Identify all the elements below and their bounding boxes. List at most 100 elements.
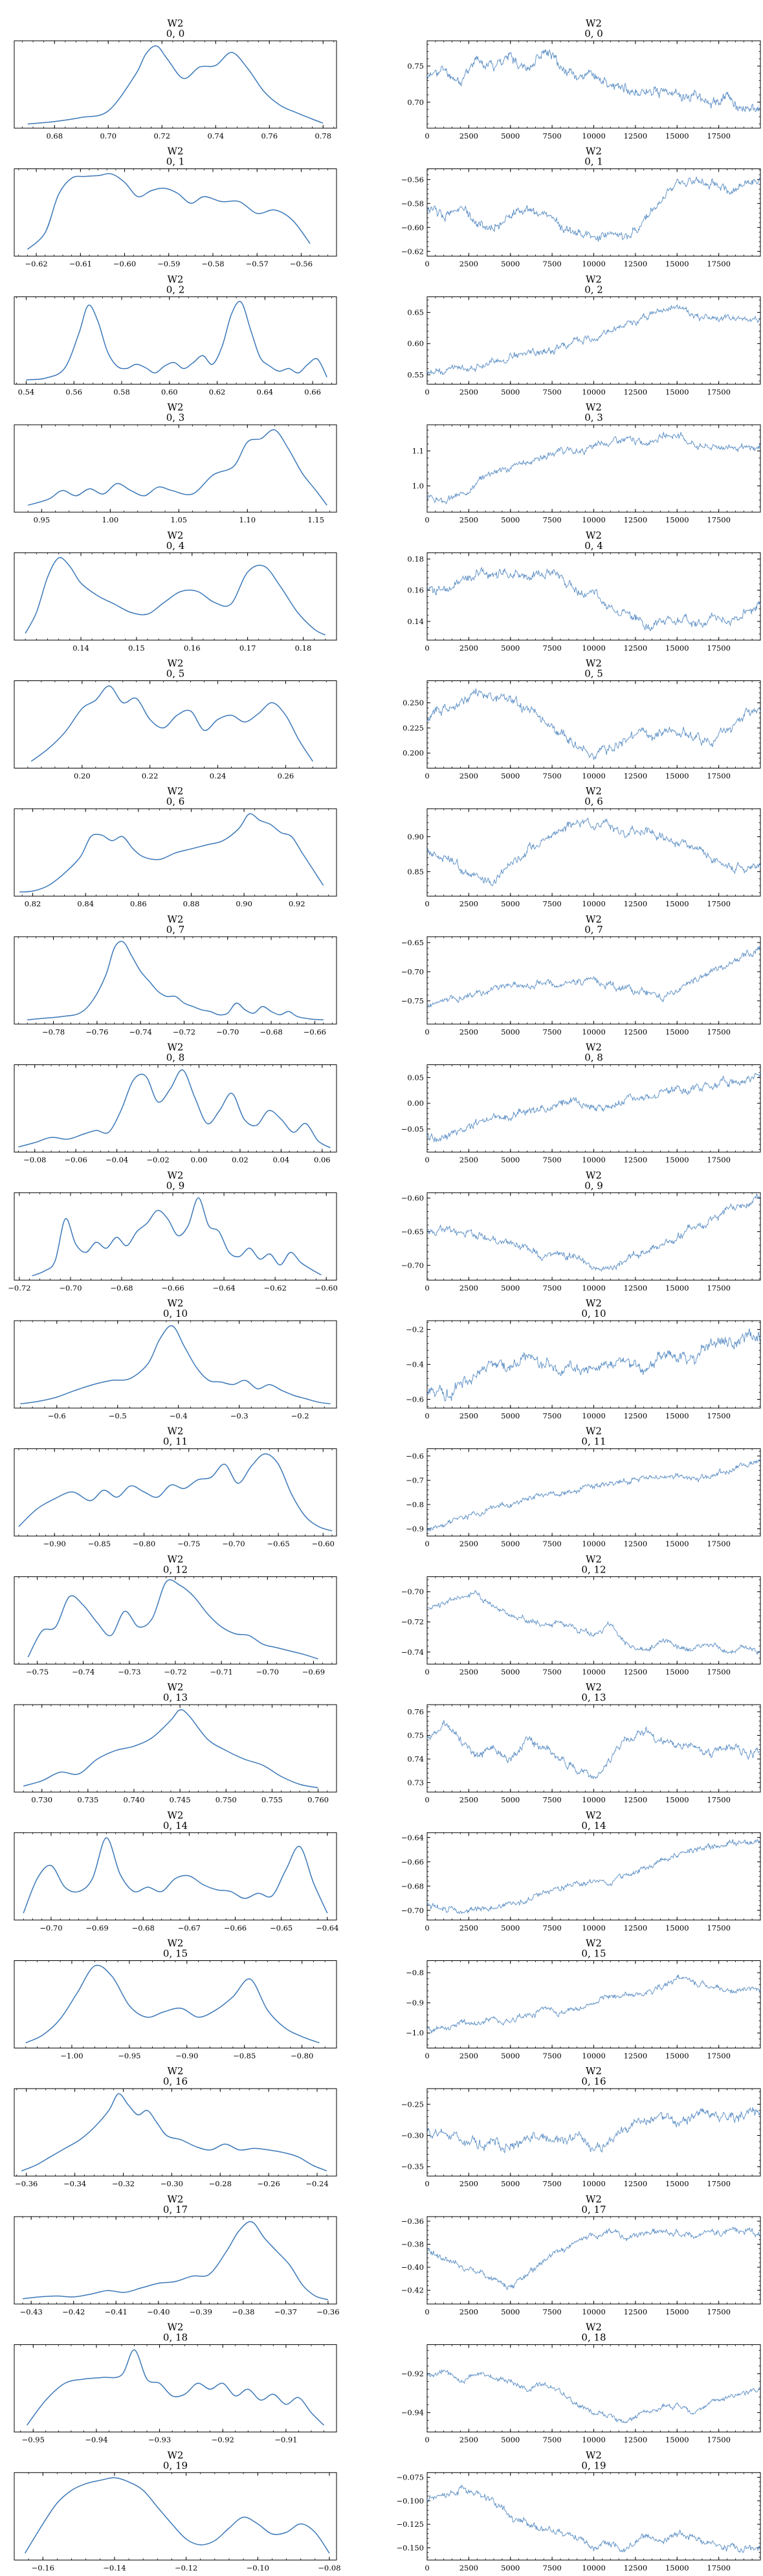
x-tick-label: 0 bbox=[425, 131, 429, 140]
panel-trace-9: W20, 4 0 2500 5000 7500 10000 12500 15000 17500 0… bbox=[407, 530, 761, 653]
x-tick-label: 15000 bbox=[665, 644, 689, 653]
y-tick-label: 0.75 bbox=[407, 1731, 424, 1740]
y-tick-label: −0.60 bbox=[401, 223, 424, 232]
x-tick-label: −0.08 bbox=[23, 1156, 46, 1165]
x-tick-label: −0.62 bbox=[25, 260, 47, 269]
x-tick-label: 0 bbox=[425, 1283, 429, 1292]
axes-frame bbox=[14, 1064, 337, 1153]
trace-line bbox=[426, 304, 761, 375]
panel-subtitle: 0, 12 bbox=[581, 1563, 606, 1575]
x-tick-label: −0.60 bbox=[312, 1540, 335, 1549]
x-tick-label: 0 bbox=[425, 2436, 429, 2445]
x-tick-label: 10000 bbox=[582, 387, 606, 396]
y-tick-label: −0.125 bbox=[396, 2520, 424, 2529]
y-tick-label: −0.8 bbox=[406, 1500, 424, 1509]
panel-subtitle: 0, 16 bbox=[163, 2076, 188, 2087]
x-tick-label: 0.66 bbox=[304, 387, 321, 396]
x-tick-label: −0.68 bbox=[110, 1283, 133, 1292]
y-tick-label: −0.7 bbox=[406, 1475, 424, 1484]
x-tick-label: 0.17 bbox=[239, 644, 256, 653]
x-tick-label: 0.760 bbox=[307, 1795, 329, 1804]
y-tick-label: 0.74 bbox=[407, 1754, 424, 1764]
x-tick-label: 10000 bbox=[582, 1795, 606, 1804]
panel-subtitle: 0, 8 bbox=[166, 1052, 185, 1064]
x-tick-label: −0.74 bbox=[72, 1667, 94, 1676]
panel-trace-17: W20, 8 0 2500 5000 7500 10000 12500 15000 17500 −… bbox=[401, 1042, 761, 1165]
x-tick-label: 0 bbox=[425, 899, 429, 908]
axes-frame bbox=[14, 1704, 337, 1793]
panel-subtitle: 0, 11 bbox=[581, 1436, 606, 1448]
trace-line bbox=[426, 1328, 761, 1402]
panel-subtitle: 0, 18 bbox=[581, 2332, 606, 2344]
panel-trace-33: W20, 16 0 2500 5000 7500 10000 12500 15000 17500… bbox=[401, 2065, 761, 2188]
x-tick-label: 7500 bbox=[542, 1923, 561, 1932]
x-tick-label: 2500 bbox=[459, 1923, 478, 1932]
x-tick-label: 2500 bbox=[459, 2563, 478, 2572]
x-tick-label: 0.92 bbox=[289, 899, 305, 908]
x-tick-label: 0.04 bbox=[273, 1156, 290, 1165]
y-tick-label: −0.94 bbox=[401, 2408, 424, 2417]
x-tick-label: 12500 bbox=[624, 1283, 648, 1292]
x-tick-label: 12500 bbox=[624, 260, 648, 269]
panel-subtitle: 0, 19 bbox=[163, 2459, 188, 2471]
density-line bbox=[23, 1709, 318, 1789]
x-tick-label: 2500 bbox=[459, 1540, 478, 1549]
panel-title: W2 bbox=[586, 1426, 602, 1437]
x-tick-label: 2500 bbox=[459, 1283, 478, 1292]
x-tick-label: 2500 bbox=[459, 2307, 478, 2316]
y-tick-label: −0.70 bbox=[401, 1260, 424, 1270]
x-tick-label: 12500 bbox=[624, 1540, 648, 1549]
x-tick-label: −0.12 bbox=[175, 2563, 197, 2572]
y-tick-label: −0.70 bbox=[401, 1587, 424, 1596]
x-tick-label: −0.43 bbox=[20, 2307, 43, 2316]
y-tick-label: 0.70 bbox=[407, 98, 424, 107]
y-tick-label: −0.9 bbox=[406, 1999, 424, 2008]
x-tick-label: −0.06 bbox=[65, 1156, 87, 1165]
x-tick-label: 0 bbox=[425, 515, 429, 524]
trace-line bbox=[426, 2107, 761, 2154]
x-tick-label: 0.64 bbox=[257, 387, 274, 396]
panel-subtitle: 0, 8 bbox=[584, 1052, 603, 1064]
panel-title: W2 bbox=[586, 2322, 602, 2333]
x-tick-label: −0.14 bbox=[103, 2563, 126, 2572]
x-tick-label: −0.65 bbox=[270, 1923, 293, 1932]
x-tick-label: −0.60 bbox=[315, 1283, 338, 1292]
y-tick-label: 1.0 bbox=[412, 482, 424, 491]
x-tick-label: 7500 bbox=[542, 772, 561, 781]
panel-subtitle: 0, 3 bbox=[584, 412, 603, 423]
x-tick-label: 0.60 bbox=[161, 387, 178, 396]
x-tick-label: 10000 bbox=[582, 515, 606, 524]
density-line bbox=[27, 173, 311, 250]
x-tick-label: 15000 bbox=[665, 1923, 689, 1932]
x-tick-label: 12500 bbox=[624, 1156, 648, 1165]
x-tick-label: 5000 bbox=[501, 1923, 520, 1932]
x-tick-label: −0.5 bbox=[109, 1411, 127, 1420]
x-tick-label: 12500 bbox=[624, 131, 648, 140]
x-tick-label: 5000 bbox=[501, 1156, 520, 1165]
x-tick-label: 10000 bbox=[582, 899, 606, 908]
x-tick-label: −0.59 bbox=[157, 260, 180, 269]
panel-subtitle: 0, 7 bbox=[584, 924, 603, 935]
x-tick-label: 15000 bbox=[665, 2436, 689, 2445]
x-tick-label: −0.75 bbox=[26, 1667, 49, 1676]
x-tick-label: 0.730 bbox=[31, 1795, 52, 1804]
trace-line bbox=[426, 1974, 761, 2033]
x-tick-label: −0.72 bbox=[173, 1027, 195, 1036]
panel-title: W2 bbox=[168, 17, 184, 29]
x-tick-label: 12500 bbox=[624, 899, 648, 908]
x-tick-label: 12500 bbox=[624, 515, 648, 524]
panel-subtitle: 0, 5 bbox=[584, 668, 603, 680]
x-tick-label: 0.20 bbox=[74, 772, 91, 781]
y-tick-label: 0.225 bbox=[403, 723, 424, 732]
axes-frame bbox=[426, 40, 761, 129]
x-tick-label: 2500 bbox=[459, 1027, 478, 1036]
x-tick-label: 17500 bbox=[707, 1667, 731, 1676]
x-tick-label: 0 bbox=[425, 1156, 429, 1165]
axes-frame bbox=[426, 1064, 761, 1153]
panel-trace-27: W20, 13 0 2500 5000 7500 10000 12500 15000 17500… bbox=[407, 1681, 761, 1804]
x-tick-label: 0.740 bbox=[124, 1795, 145, 1804]
x-tick-label: 7500 bbox=[542, 644, 561, 653]
x-tick-label: 1.05 bbox=[170, 515, 187, 524]
panel-trace-23: W20, 11 0 2500 5000 7500 10000 12500 15000 17500… bbox=[406, 1426, 761, 1549]
panel-subtitle: 0, 16 bbox=[581, 2076, 606, 2087]
